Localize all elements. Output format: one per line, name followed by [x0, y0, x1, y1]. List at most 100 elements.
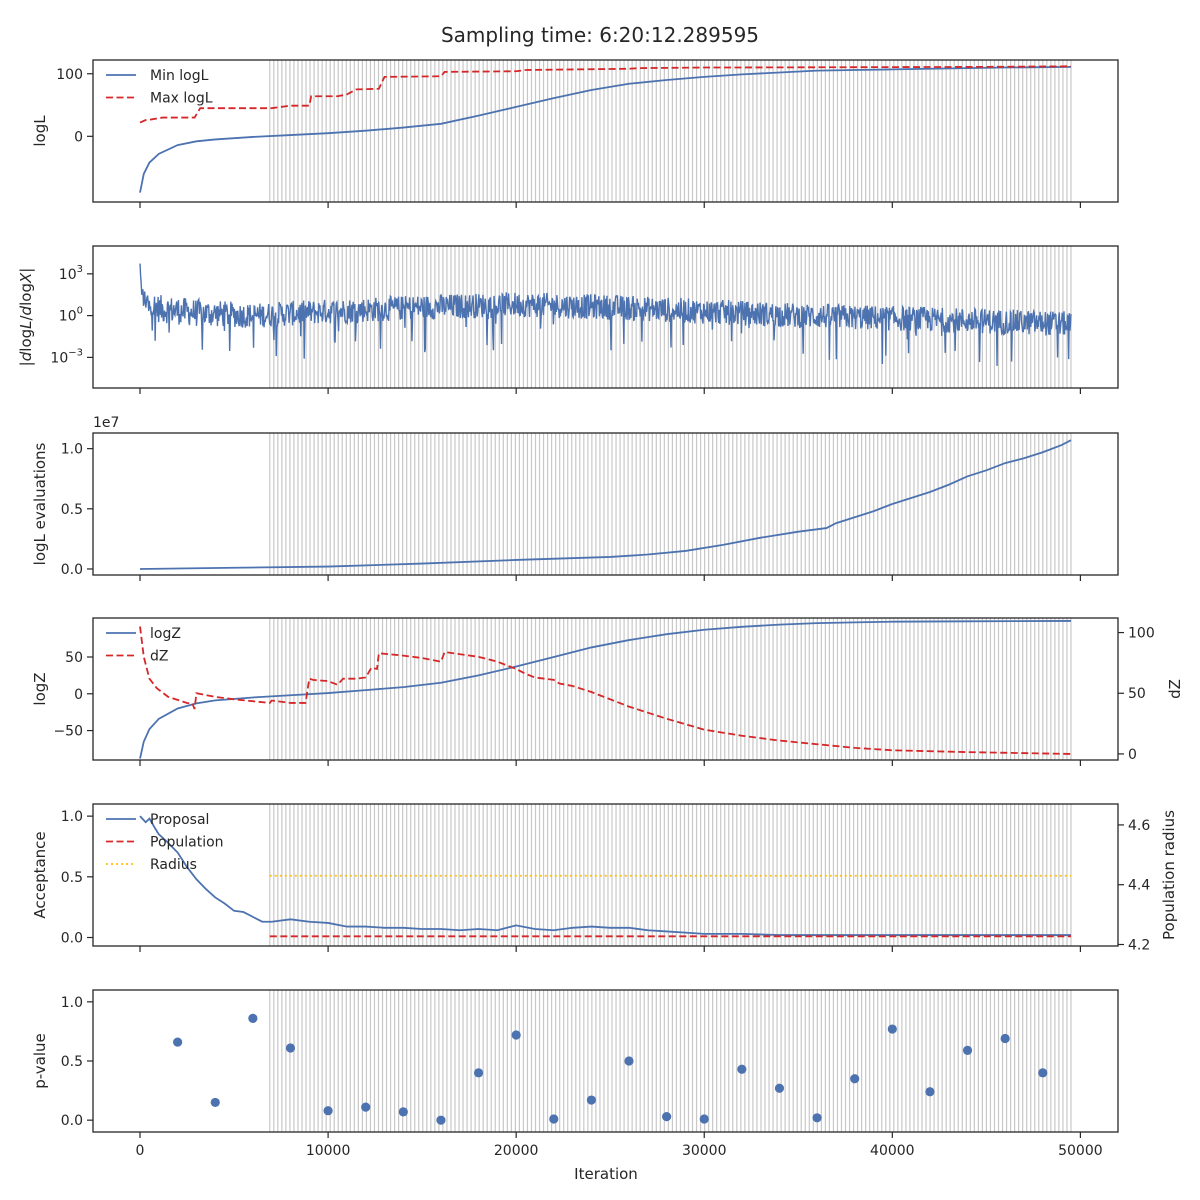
x-tick-label: 30000 [682, 1143, 727, 1159]
y2-tick-label: 4.4 [1128, 878, 1150, 894]
series-dz [139, 626, 1071, 755]
axes-frame [92, 59, 1119, 203]
y-tick-label: 0.5 [61, 1054, 83, 1070]
y-tick-label: 0.5 [61, 870, 83, 886]
y-tick-label: 0.0 [61, 562, 83, 578]
figure-title: Sampling time: 6:20:12.289595 [441, 23, 759, 47]
y-tick-label: 0 [74, 129, 83, 145]
y-axis-label: |dlogL/dlogX| [17, 268, 35, 367]
y2-tick-label: 4.2 [1128, 938, 1150, 954]
y-tick-label: 50 [65, 650, 83, 666]
legend-label: Max logL [150, 91, 213, 107]
scatter-point [1000, 1033, 1010, 1044]
scatter-point [473, 1068, 484, 1078]
y-ticks: −50 0 50 0 50 100 [53, 626, 1154, 763]
x-tick-label: 0 [136, 1143, 145, 1159]
insertion-lines [269, 60, 1072, 202]
scatter-point [285, 1043, 296, 1053]
y2-tick-label: 100 [1128, 626, 1155, 642]
y-tick-label: 10−3 [50, 347, 83, 366]
panel-6: 0 10000 20000 30000 40000 50000 0.0 0.5 1.0 p-val… [31, 989, 1119, 1159]
scatter-point [1038, 1068, 1048, 1078]
scatter-point [323, 1106, 333, 1116]
axes-frame [92, 617, 1119, 761]
y-axis-label: logZ [31, 672, 49, 705]
x-ticks [139, 946, 1081, 952]
scatter-point [624, 1056, 634, 1066]
insertion-lines [269, 618, 1072, 760]
y-tick-label: 0.5 [61, 502, 83, 518]
legend-label: Radius [150, 857, 197, 873]
y-tick-label: 0 [74, 687, 83, 703]
y-tick-label: −50 [53, 724, 83, 740]
scatter-point [774, 1083, 785, 1093]
y-tick-label: 103 [59, 264, 83, 283]
y2-tick-label: 50 [1128, 686, 1146, 702]
scatter-point [699, 1114, 709, 1124]
scatter-point [173, 1037, 183, 1047]
y2-axis-label: dZ [1166, 679, 1184, 699]
scatter-point [925, 1087, 935, 1097]
scatter-point [210, 1097, 220, 1108]
scatter-point [586, 1095, 596, 1105]
x-ticks [139, 202, 1081, 208]
y-offset-label: 1e7 [93, 415, 119, 431]
series-min-logl [139, 65, 1071, 193]
series-line-1 [139, 263, 1072, 366]
y-tick-label: 0.0 [61, 1113, 83, 1129]
scatter-point [812, 1113, 822, 1123]
y-axis-label: logL evaluations [31, 442, 49, 565]
y2-axis-label: Population radius [1160, 810, 1178, 940]
x-ticks [139, 760, 1081, 766]
y-tick-label: 1.0 [61, 809, 83, 825]
y-ticks: 0 100 [56, 67, 93, 145]
y-tick-label: 1.0 [61, 442, 83, 458]
panel-3: 0.0 0.5 1.0 1e7 logL evaluations [31, 415, 1119, 581]
legend-label: Min logL [150, 68, 209, 84]
insertion-lines [269, 433, 1072, 575]
y-tick-label: 0.0 [61, 931, 83, 947]
panel-2: 103 100 10−3 |dlogL/dlogX| [17, 245, 1119, 394]
panel-1: 0 100 logL Min logL Max logL [31, 59, 1119, 208]
axes-frame [92, 803, 1119, 947]
series-line-1 [173, 1013, 1048, 1125]
y2-tick-label: 0 [1128, 747, 1137, 763]
y-ticks: 103 100 10−3 [50, 264, 93, 366]
x-tick-label: 50000 [1058, 1143, 1103, 1159]
axes-frame [92, 989, 1119, 1133]
x-tick-label: 40000 [870, 1143, 915, 1159]
x-ticks [139, 388, 1081, 394]
series-line-1 [140, 439, 1072, 570]
x-ticks: 0 10000 20000 30000 40000 50000 [136, 1132, 1103, 1159]
y-axis-label: p-value [31, 1033, 49, 1089]
y-ticks: 0.0 0.5 1.0 4.2 4.4 4.6 [61, 809, 1151, 953]
x-tick-label: 20000 [494, 1143, 539, 1159]
legend-label: dZ [150, 649, 168, 665]
panel-4: −50 0 50 0 50 100 logZ dZ logZ dZ [31, 617, 1184, 766]
legend: Min logL Max logL [106, 68, 213, 107]
series-max-logl [139, 65, 1071, 124]
insertion-lines [269, 990, 1072, 1132]
x-ticks [139, 575, 1081, 581]
series-proposal [139, 815, 1071, 936]
series-logz [139, 620, 1071, 759]
scatter-point [549, 1114, 559, 1124]
legend: logZ dZ [106, 626, 181, 665]
x-axis-label: Iteration [574, 1165, 638, 1183]
y-tick-label: 100 [56, 67, 83, 83]
scatter-point [737, 1064, 747, 1074]
y-tick-label: 100 [59, 306, 83, 325]
y-ticks: 0.0 0.5 1.0 [61, 442, 93, 578]
scatter-point [662, 1112, 672, 1122]
legend-label: Population [150, 835, 224, 851]
x-tick-label: 10000 [306, 1143, 351, 1159]
scatter-point [248, 1013, 258, 1024]
legend-label: Proposal [150, 812, 209, 828]
panel-5: 0.0 0.5 1.0 4.2 4.4 4.6 Acceptance Population r… [31, 803, 1178, 954]
y-tick-label: 1.0 [61, 995, 83, 1011]
axes-frame [92, 432, 1119, 576]
scatter-point [398, 1107, 408, 1117]
y2-tick-label: 4.6 [1128, 818, 1150, 834]
scatter-point [962, 1045, 973, 1055]
